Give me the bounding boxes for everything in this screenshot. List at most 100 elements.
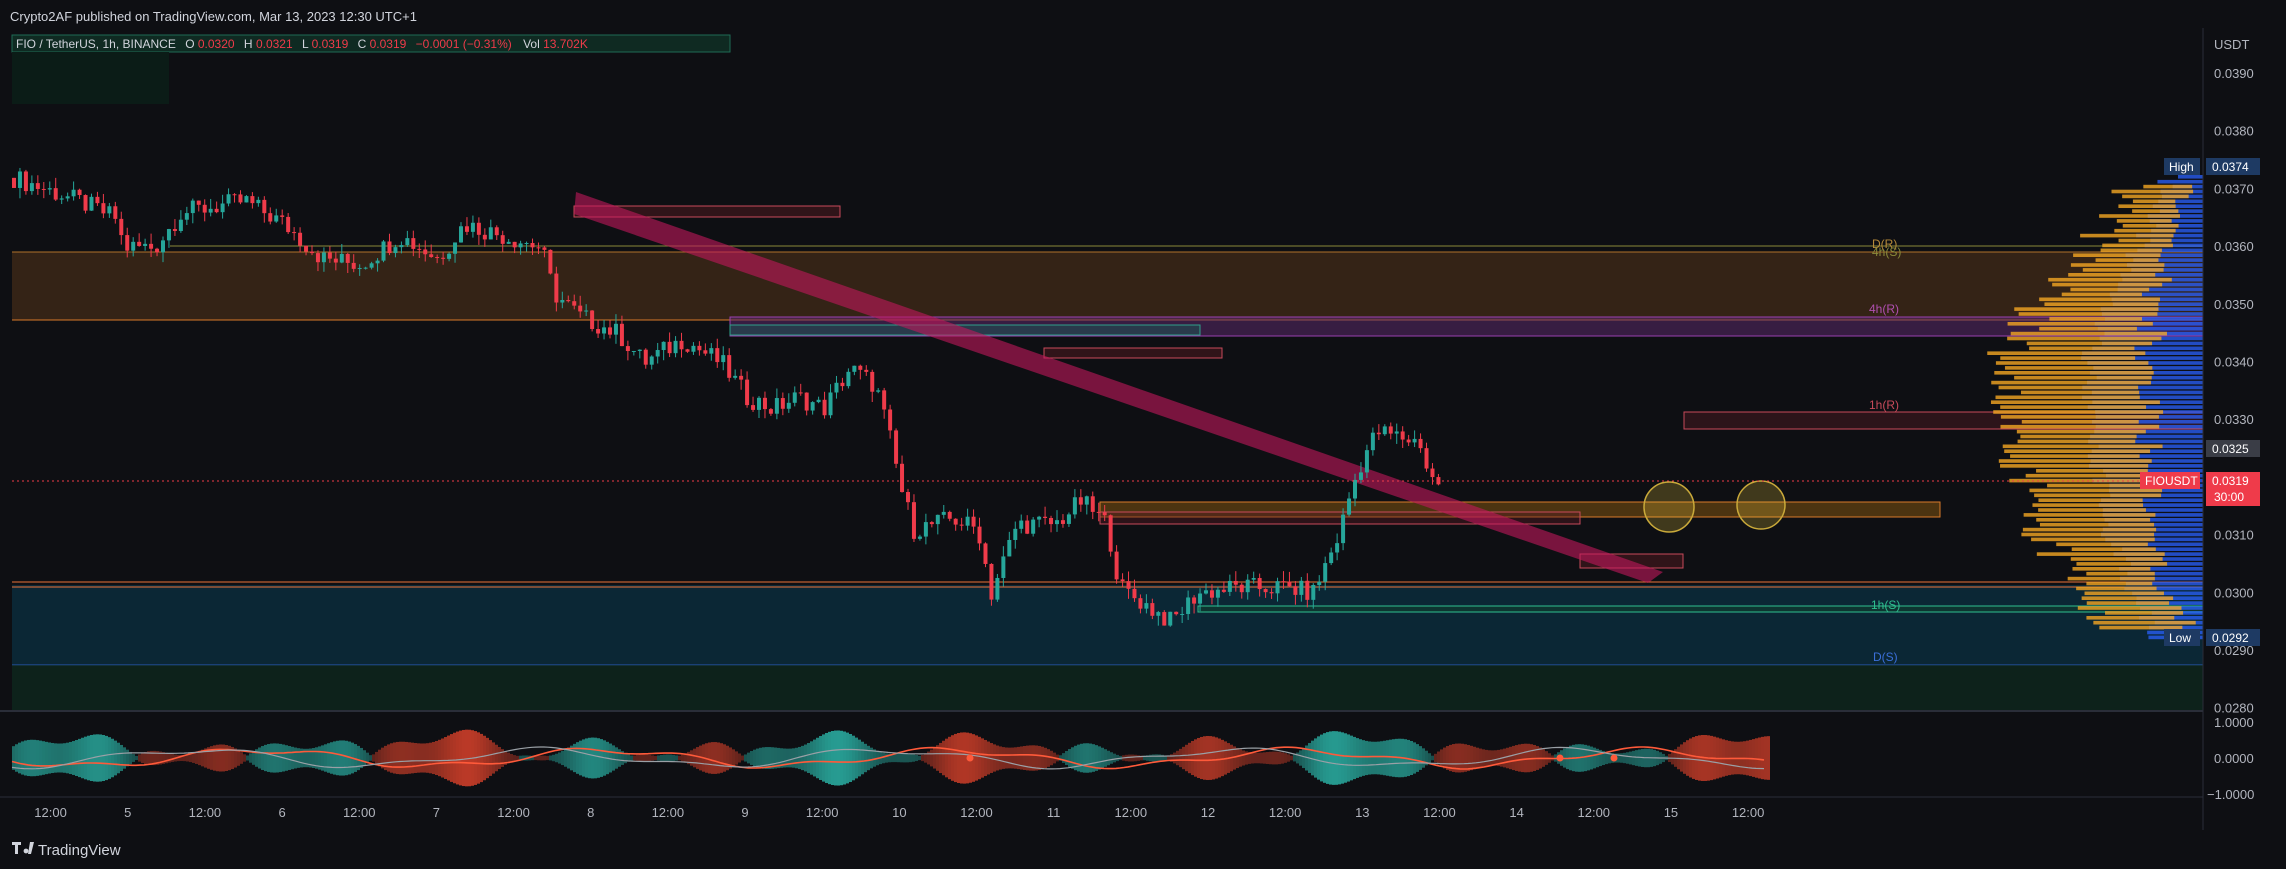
vp-bar-up: [2119, 576, 2203, 581]
zone-red-box-1: [573, 205, 841, 218]
high-tag-label: High: [2169, 160, 2194, 174]
vp-bar-down: [2020, 390, 2140, 395]
osc-column: [243, 754, 246, 762]
osc-column: [579, 740, 582, 776]
candle-body: [226, 194, 231, 204]
osc-column: [249, 753, 252, 763]
osc-column: [1026, 745, 1029, 771]
candle-body: [1412, 438, 1417, 443]
vp-bar-down: [2014, 375, 2152, 380]
vp-bar-down: [2021, 420, 2139, 424]
candle-body: [1221, 589, 1226, 592]
osc-column: [306, 748, 309, 768]
vp-bar-down: [2014, 307, 2159, 311]
time-tick: 12:00: [189, 805, 222, 820]
candle-body: [441, 257, 446, 259]
candle-body: [846, 371, 851, 387]
osc-column: [42, 741, 45, 775]
osc-column: [531, 755, 534, 761]
osc-column: [1692, 737, 1695, 779]
osc-column: [423, 743, 426, 773]
osc-column: [369, 755, 372, 761]
osc-column: [183, 754, 186, 762]
osc-column: [1764, 736, 1767, 780]
osc-column: [714, 742, 717, 774]
price-tick: 0.0350: [2214, 297, 2254, 312]
vp-bar-down: [2000, 415, 2159, 419]
osc-column: [1194, 739, 1197, 777]
price-axis[interactable]: 0.0390 0.0380 0.0370 0.0360 0.0350 0.0340 0.03…: [2214, 66, 2254, 716]
osc-column: [354, 744, 357, 772]
osc-column: [285, 745, 288, 771]
osc-column: [1491, 750, 1494, 766]
osc-column: [411, 742, 414, 774]
osc-column: [1062, 753, 1065, 763]
candle-body: [1251, 578, 1256, 580]
vp-bar-down: [2116, 219, 2172, 223]
candle-body: [393, 247, 398, 254]
vp-bar-up: [2081, 356, 2203, 360]
candle-body: [816, 399, 821, 403]
osc-column: [864, 743, 867, 773]
countdown: 30:00: [2214, 490, 2244, 504]
candle-body: [1114, 551, 1119, 580]
osc-column: [1638, 749, 1641, 767]
osc-column: [654, 755, 657, 761]
osc-column: [1176, 750, 1179, 766]
osc-column: [444, 737, 447, 779]
candle-body: [1406, 439, 1411, 443]
osc-column: [783, 748, 786, 768]
osc-column: [408, 742, 411, 774]
osc-column: [804, 744, 807, 772]
osc-column: [384, 745, 387, 771]
time-tick: 6: [278, 805, 285, 820]
vp-bar-up: [2100, 498, 2203, 502]
vp-bar-up: [2082, 385, 2203, 390]
osc-column: [381, 747, 384, 769]
vp-bar-down: [2086, 581, 2153, 586]
candle-body: [107, 206, 112, 214]
osc-column: [1047, 749, 1050, 767]
candle-body: [1144, 603, 1149, 609]
osc-column: [960, 732, 963, 784]
osc-column: [486, 737, 489, 779]
osc-column: [141, 752, 144, 764]
vp-bar-down: [2056, 542, 2148, 547]
time-axis[interactable]: 12:00 5 12:00 6 12:00 7 12:00 8 12:00 9 12:00 10 12:…: [34, 805, 1764, 820]
time-tick: 13: [1355, 805, 1369, 820]
osc-column: [558, 752, 561, 764]
osc-column: [30, 739, 33, 777]
low-value: 0.0292: [2212, 631, 2249, 645]
osc-column: [216, 744, 219, 772]
candle-body: [131, 241, 136, 251]
vp-bar-down: [1998, 385, 2139, 390]
osc-column: [1332, 731, 1335, 785]
osc-column: [720, 743, 723, 773]
osc-column: [108, 737, 111, 779]
osc-column: [1089, 743, 1092, 773]
candle-body: [1060, 520, 1065, 524]
osc-column: [111, 738, 114, 778]
tradingview-logo[interactable]: TradingView: [12, 842, 121, 859]
osc-line-red: [11, 746, 1765, 770]
osc-column: [1257, 752, 1260, 764]
osc-column: [303, 748, 306, 768]
candle-body: [1293, 586, 1298, 595]
osc-column: [231, 746, 234, 770]
osc-column: [810, 741, 813, 775]
osc-column: [780, 748, 783, 768]
vp-bar-up: [2124, 586, 2203, 591]
osc-column: [1326, 732, 1329, 784]
osc-column: [717, 742, 720, 774]
vp-bar-down: [2099, 625, 2183, 630]
legend-l-value: 0.0319: [312, 37, 349, 51]
osc-column: [891, 753, 894, 763]
candle-body: [1215, 589, 1220, 598]
candle-body: [190, 200, 195, 214]
candle-body: [95, 196, 100, 204]
osc-column: [171, 754, 174, 762]
osc-column: [75, 739, 78, 777]
osc-column: [234, 748, 237, 768]
candle-body: [304, 245, 309, 252]
